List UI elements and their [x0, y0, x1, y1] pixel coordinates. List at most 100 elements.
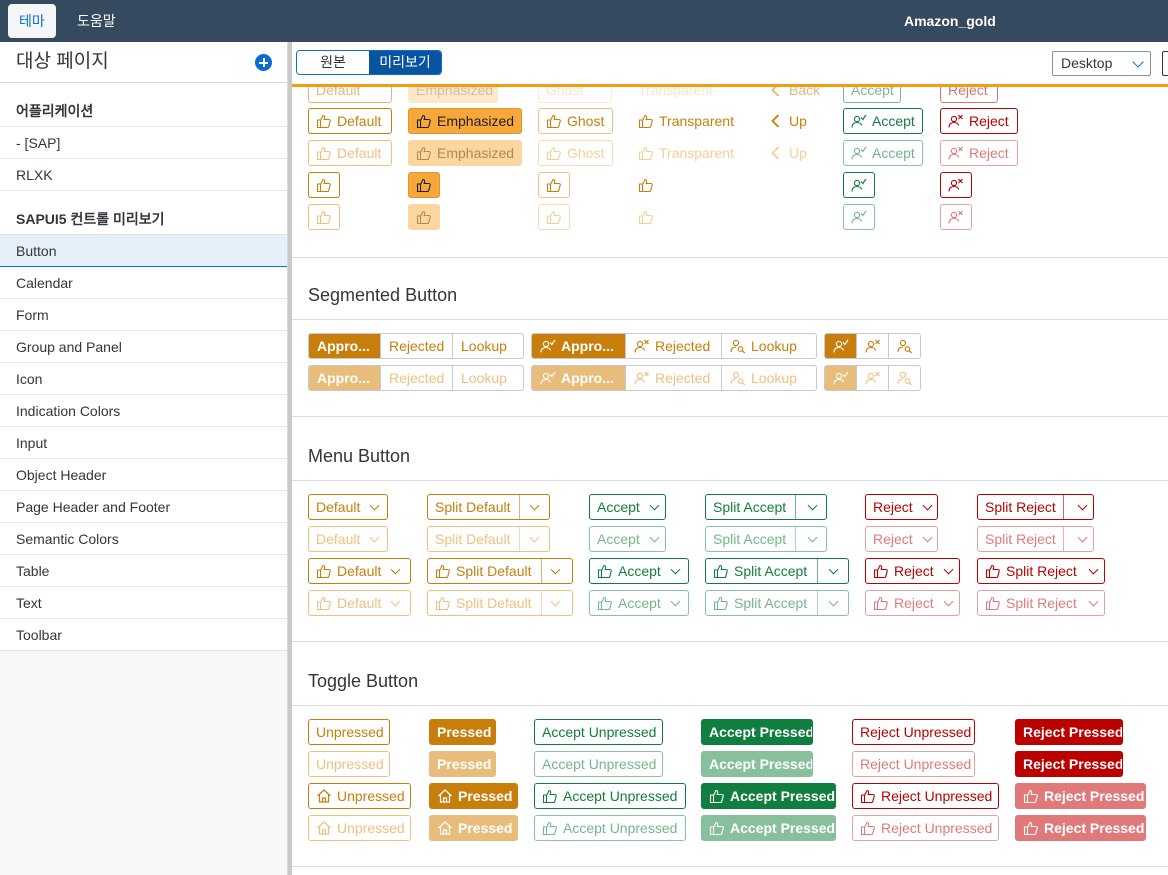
chevron-down-icon[interactable] [1088, 564, 1099, 574]
segment-approve[interactable]: Appro... [532, 334, 626, 358]
chevron-down-icon[interactable] [828, 564, 839, 574]
segment-approve[interactable]: Appro... [309, 334, 381, 358]
toggle-icon-reject-unpressed[interactable]: Reject Unpressed [852, 783, 999, 809]
segment-approve[interactable] [825, 334, 857, 358]
split-menu-button-reject[interactable]: Split Reject [977, 494, 1094, 520]
original-view-button[interactable]: 원본 [297, 51, 369, 74]
sidebar-item-toolbar[interactable]: Toolbar [0, 619, 287, 651]
sidebar-item-rlxk[interactable]: RLXK [0, 159, 287, 191]
toggle-reject-unpressed[interactable]: Reject Unpressed [852, 719, 975, 745]
toggle-accept-unpressed-disabled: Accept Unpressed [534, 751, 663, 777]
transparent-button-cut[interactable]: Transparent [630, 87, 740, 103]
toolbar-overflow-button[interactable] [1162, 51, 1168, 76]
up-button[interactable]: Up [760, 108, 820, 134]
emphasized-button-cut[interactable]: Emphasized [408, 87, 498, 103]
sidebar-item-input[interactable]: Input [0, 427, 287, 459]
split-menu-icon-button-accept[interactable]: Split Accept [705, 558, 849, 584]
like-icon [985, 595, 1001, 611]
like-icon [713, 595, 729, 611]
menu-button-default[interactable]: Default [308, 494, 388, 520]
add-icon[interactable] [255, 54, 272, 71]
chevron-down-icon[interactable] [551, 564, 561, 574]
like-icon [638, 145, 654, 161]
toggle-unpressed[interactable]: Unpressed [308, 719, 390, 745]
toggle-icon-pressed[interactable]: Pressed [429, 783, 518, 809]
default-button-cut[interactable]: Default [308, 87, 392, 103]
sidebar-splitter[interactable] [288, 42, 292, 875]
sidebar-item-group-panel[interactable]: Group and Panel [0, 331, 287, 363]
reject-icon-only-button[interactable] [940, 172, 972, 198]
segment-lookup[interactable] [889, 334, 920, 358]
button-label: Unpressed [337, 788, 405, 804]
segment-lookup[interactable]: Lookup [722, 334, 816, 358]
menu-icon-button-reject[interactable]: Reject [865, 558, 960, 584]
tab-help[interactable]: 도움말 [77, 13, 116, 29]
toggle-icon-accept-pressed[interactable]: Accept Pressed [701, 783, 836, 809]
emphasized-icon-only-button[interactable] [408, 172, 440, 198]
toggle-reject-pressed-disabled: Reject Pressed [1015, 751, 1123, 777]
menu-button-reject[interactable]: Reject [865, 494, 938, 520]
menu-icon-button-default[interactable]: Default [308, 558, 411, 584]
sidebar-item-semantic-colors[interactable]: Semantic Colors [0, 523, 287, 555]
ghost-icon-only-button[interactable] [538, 172, 570, 198]
sidebar-item-calendar[interactable]: Calendar [0, 267, 287, 299]
button-label: Accept Pressed [730, 820, 836, 836]
toggle-reject-pressed[interactable]: Reject Pressed [1015, 719, 1123, 745]
default-icon-only-button[interactable] [308, 172, 340, 198]
sidebar-item-indication-colors[interactable]: Indication Colors [0, 395, 287, 427]
like-icon [435, 595, 451, 611]
split-menu-icon-button-reject[interactable]: Split Reject [977, 558, 1105, 584]
transparent-icon-only-button-disabled [630, 204, 662, 230]
back-button-cut[interactable]: Back [760, 87, 830, 103]
default-icon-button[interactable]: Default [308, 108, 392, 134]
split-divider [1063, 495, 1064, 519]
sidebar-item-form[interactable]: Form [0, 299, 287, 331]
split-menu-icon-button-default[interactable]: Split Default [427, 558, 573, 584]
transparent-icon-button[interactable]: Transparent [630, 108, 740, 134]
segment-rejected[interactable]: Rejected [626, 334, 722, 358]
chevron-down-icon[interactable] [530, 500, 540, 510]
sidebar-item-page-header-footer[interactable]: Page Header and Footer [0, 491, 287, 523]
ghost-button-cut[interactable]: Ghost [538, 87, 612, 103]
segment-lookup[interactable]: Lookup [461, 338, 507, 354]
chevron-down-icon[interactable] [1077, 500, 1088, 510]
menu-button-accept[interactable]: Accept [589, 494, 666, 520]
like-icon [316, 177, 332, 193]
accept-icon-only-button[interactable] [843, 172, 875, 198]
ghost-icon-button[interactable]: Ghost [538, 108, 613, 134]
sidebar-item-button[interactable]: Button [0, 235, 287, 267]
toggle-accept-unpressed[interactable]: Accept Unpressed [534, 719, 663, 745]
section-divider [292, 866, 1168, 867]
menu-icon-button-accept[interactable]: Accept [589, 558, 689, 584]
split-menu-button-accept[interactable]: Split Accept [705, 494, 827, 520]
sidebar-item-text[interactable]: Text [0, 587, 287, 619]
transparent-icon-only-button[interactable] [630, 172, 662, 198]
emphasized-icon-button[interactable]: Emphasized [408, 108, 522, 134]
toggle-icon-unpressed[interactable]: Unpressed [308, 783, 411, 809]
sidebar-item-object-header[interactable]: Object Header [0, 459, 287, 491]
sidebar-item-table[interactable]: Table [0, 555, 287, 587]
toggle-pressed[interactable]: Pressed [429, 719, 496, 745]
segment-rejected[interactable] [857, 334, 889, 358]
like-icon [709, 820, 725, 836]
sidebar-item-icon[interactable]: Icon [0, 363, 287, 395]
emphasized-icon-button-disabled: Emphasized [408, 140, 522, 166]
segment-rejected[interactable]: Rejected [381, 334, 453, 358]
like-icon [985, 563, 1001, 579]
toggle-icon-reject-pressed[interactable]: Reject Pressed [1015, 783, 1146, 809]
reject-icon-button[interactable]: Reject [940, 108, 1018, 134]
toggle-icon-accept-unpressed[interactable]: Accept Unpressed [534, 783, 686, 809]
split-menu-button-default[interactable]: Split Default [427, 494, 550, 520]
accept-button-cut[interactable]: Accept [843, 87, 901, 103]
button-label: Accept [618, 563, 661, 579]
preview-view-button[interactable]: 미리보기 [369, 51, 441, 74]
toggle-accept-pressed[interactable]: Accept Pressed [701, 719, 813, 745]
tab-theme[interactable]: 테마 [8, 4, 56, 38]
home-icon [316, 788, 332, 804]
like-icon [542, 788, 558, 804]
chevron-down-icon[interactable] [807, 500, 818, 510]
device-select[interactable]: Desktop [1052, 51, 1151, 76]
accept-icon-button[interactable]: Accept [843, 108, 923, 134]
reject-button-cut[interactable]: Reject [940, 87, 998, 103]
sidebar-item-sap[interactable]: - [SAP] [0, 127, 287, 159]
